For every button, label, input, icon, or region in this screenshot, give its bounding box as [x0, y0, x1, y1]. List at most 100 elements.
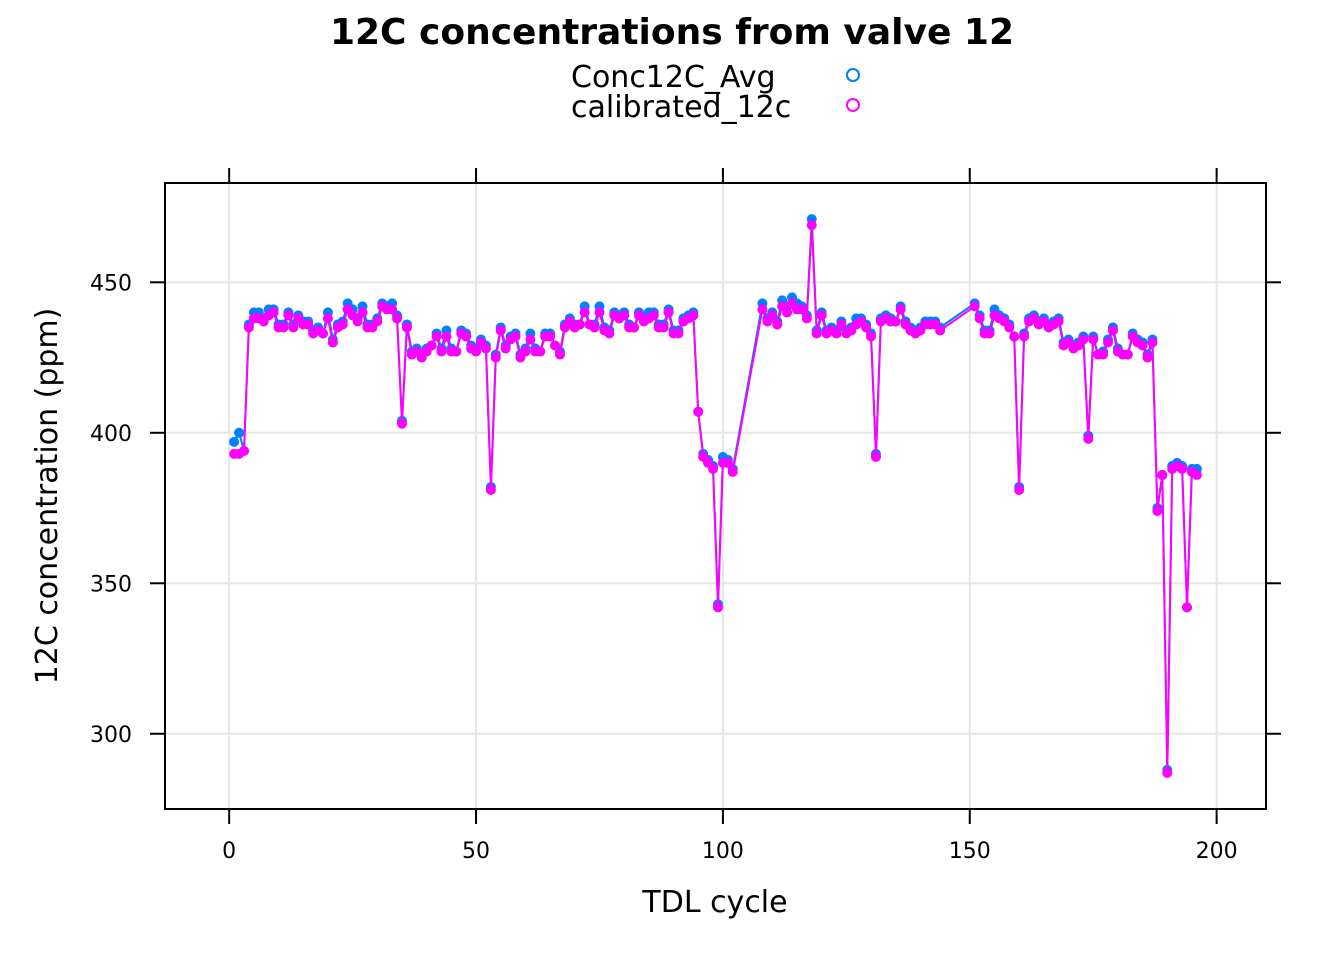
- data-point: [441, 331, 452, 342]
- data-point: [969, 301, 980, 312]
- data-point: [688, 310, 699, 321]
- data-point: [935, 325, 946, 336]
- data-point: [431, 331, 442, 342]
- data-point: [520, 346, 531, 357]
- data-point: [372, 316, 383, 327]
- gridlines: [165, 183, 1266, 809]
- data-point: [1191, 469, 1202, 480]
- data-point: [461, 331, 472, 342]
- data-point: [579, 307, 590, 318]
- y-axis-label: 12C concentration (ppm): [30, 308, 65, 685]
- data-point: [554, 349, 565, 360]
- data-point: [480, 343, 491, 354]
- legend: Conc12C_Avg calibrated_12c: [571, 60, 860, 125]
- data-point: [757, 304, 768, 315]
- data-point: [550, 340, 561, 351]
- legend-label-conc12c-avg: Conc12C_Avg: [571, 60, 776, 95]
- data-point: [1157, 469, 1168, 480]
- data-point: [337, 319, 348, 330]
- data-point: [229, 436, 240, 447]
- y-tick-label: 450: [90, 271, 132, 296]
- legend-marker-conc12c-avg: [846, 68, 860, 82]
- data-point: [836, 319, 847, 330]
- data-point: [238, 445, 249, 456]
- data-point: [1019, 331, 1030, 342]
- data-point: [490, 352, 501, 363]
- data-point: [396, 418, 407, 429]
- data-point: [278, 322, 289, 333]
- data-point: [811, 328, 822, 339]
- data-point: [1147, 337, 1158, 348]
- data-point: [974, 313, 985, 324]
- data-point: [327, 337, 338, 348]
- data-point: [648, 310, 659, 321]
- legend-label-calibrated-12c: calibrated_12c: [571, 90, 791, 125]
- data-point: [1142, 352, 1153, 363]
- series-calibrated_12c: [229, 220, 1202, 778]
- data-point: [782, 307, 793, 318]
- data-point: [589, 322, 600, 333]
- x-tick-label: 200: [1196, 839, 1238, 864]
- data-point: [317, 328, 328, 339]
- data-point: [1098, 349, 1109, 360]
- series-layer: [229, 214, 1202, 778]
- data-point: [806, 220, 817, 231]
- y-tick-label: 400: [90, 422, 132, 447]
- data-point: [861, 322, 872, 333]
- data-point: [510, 331, 521, 342]
- data-point: [722, 457, 733, 468]
- data-point: [1083, 433, 1094, 444]
- data-point: [1182, 602, 1193, 613]
- data-point: [500, 343, 511, 354]
- data-point: [673, 328, 684, 339]
- data-point: [357, 307, 368, 318]
- data-point: [708, 463, 719, 474]
- data-point: [866, 331, 877, 342]
- data-point: [268, 307, 279, 318]
- data-point: [895, 304, 906, 315]
- data-point: [658, 322, 669, 333]
- data-point: [801, 313, 812, 324]
- data-point: [796, 304, 807, 315]
- legend-marker-calibrated-12c: [846, 98, 860, 112]
- data-point: [870, 451, 881, 462]
- data-point: [767, 310, 778, 321]
- data-point: [712, 602, 723, 613]
- data-point: [545, 331, 556, 342]
- data-point: [1078, 334, 1089, 345]
- data-point: [387, 304, 398, 315]
- data-point: [426, 340, 437, 351]
- data-point: [1177, 463, 1188, 474]
- data-point: [401, 322, 412, 333]
- data-point: [392, 313, 403, 324]
- data-point: [1103, 337, 1114, 348]
- y-tick-label: 300: [90, 723, 132, 748]
- data-point: [436, 346, 447, 357]
- data-point: [535, 346, 546, 357]
- data-point: [303, 319, 314, 330]
- series-Conc12C_Avg: [229, 214, 1202, 775]
- data-point: [485, 484, 496, 495]
- x-axis-label: TDL cycle: [641, 885, 787, 920]
- data-point: [574, 319, 585, 330]
- axis-ticks: 0 50 100 150 200 300 350 400 450: [90, 168, 1281, 864]
- x-tick-label: 150: [949, 839, 991, 864]
- plot-frame: [164, 182, 1267, 810]
- data-point: [322, 313, 333, 324]
- data-point: [693, 406, 704, 417]
- data-point: [234, 427, 245, 438]
- data-point: [1014, 484, 1025, 495]
- data-point: [243, 322, 254, 333]
- data-point: [1107, 325, 1118, 336]
- data-point: [984, 328, 995, 339]
- x-tick-label: 0: [222, 839, 236, 864]
- data-point: [619, 310, 630, 321]
- data-point: [816, 310, 827, 321]
- data-point: [629, 322, 640, 333]
- data-point: [594, 307, 605, 318]
- data-point: [1162, 767, 1173, 778]
- data-point: [1088, 334, 1099, 345]
- data-point: [1122, 349, 1133, 360]
- data-point: [471, 346, 482, 357]
